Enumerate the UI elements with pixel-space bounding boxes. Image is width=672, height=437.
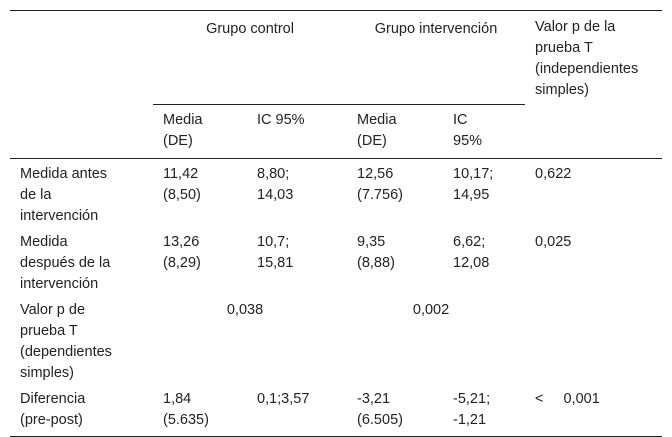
subheader-row: Media (DE) IC 95% Media (DE) IC 95%: [10, 104, 662, 159]
cell: 0,025: [535, 234, 572, 250]
cell: < 0,001: [535, 391, 600, 407]
row-label: Medida después de la intervención: [20, 234, 111, 292]
subheader: Media (DE): [347, 104, 444, 159]
cell: 0,622: [535, 166, 572, 182]
results-table: Grupo control Grupo intervención Valor p…: [10, 10, 663, 437]
cell: 6,62; 12,08: [453, 234, 490, 271]
subheader: IC 95%: [443, 104, 526, 159]
p-value-header: Valor p de la prueba T (independientes s…: [525, 10, 663, 159]
cell: 12,56 (7.756): [357, 166, 403, 203]
cell: -3,21 (6.505): [357, 391, 403, 428]
subheader: Media (DE): [153, 104, 247, 159]
table-row: Valor p de prueba T (dependientes simple…: [10, 295, 662, 384]
cell: 9,35 (8,88): [357, 234, 395, 271]
blank-header: [10, 10, 153, 159]
table-row: Diferencia (pre-post) 1,84 (5.635) 0,1;3,5…: [10, 384, 662, 436]
cell: 0,002: [412, 302, 450, 318]
cell: -5,21; -1,21: [453, 391, 491, 428]
row-label: Medida antes de la intervención: [20, 166, 108, 224]
cell: 11,42 (8,50): [163, 166, 201, 203]
cell: 10,17; 14,95: [453, 166, 494, 203]
cell: 0,1;3,57: [257, 391, 310, 407]
group-header: Grupo intervención: [347, 10, 526, 105]
cell: 13,26 (8,29): [163, 234, 201, 271]
cell: 10,7; 15,81: [257, 234, 294, 271]
empty-cell: [525, 295, 662, 384]
table-row: Medida después de la intervención 13,26 (…: [10, 227, 662, 295]
table-row: Medida antes de la intervención 11,42 (8,…: [10, 159, 662, 228]
subheader: IC 95%: [247, 104, 348, 159]
table-body: Medida antes de la intervención 11,42 (8,…: [10, 159, 662, 437]
cell: 1,84 (5.635): [163, 391, 209, 428]
header-row: Grupo control Grupo intervención Valor p…: [10, 10, 663, 159]
row-label: Valor p de prueba T (dependientes simple…: [20, 302, 112, 381]
group-header: Grupo control: [153, 10, 348, 105]
row-label: Diferencia (pre-post): [20, 391, 86, 428]
cell: 8,80; 14,03: [257, 166, 294, 203]
cell: 0,038: [226, 302, 264, 318]
